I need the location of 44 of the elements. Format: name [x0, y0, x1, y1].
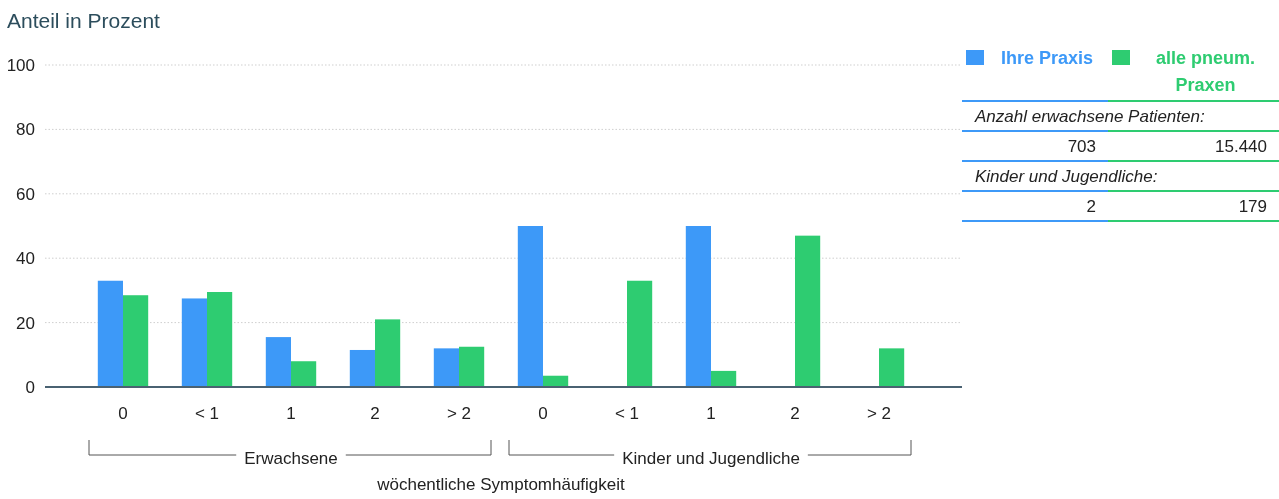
legend-label: alle pneum. Praxen — [1155, 48, 1256, 95]
bar — [265, 337, 291, 387]
x-tick-label: 1 — [286, 404, 296, 423]
x-tick-label: 2 — [790, 404, 800, 423]
x-tick-label: 1 — [706, 404, 716, 423]
text: 703 — [1067, 136, 1096, 156]
x-tick-label: 0 — [118, 404, 128, 423]
text: Erwachsene — [244, 448, 338, 468]
y-tick-label: 40 — [16, 249, 35, 269]
bar — [433, 348, 459, 387]
y-tick-label: 60 — [16, 184, 35, 204]
x-tick-label: 2 — [370, 404, 380, 423]
text: Kinder und Jugendliche — [622, 448, 800, 468]
text: Kinder und Jugendliche: — [975, 166, 1158, 186]
bar — [459, 346, 485, 387]
bar — [207, 292, 233, 387]
bar — [627, 280, 653, 387]
bar — [795, 235, 821, 387]
bar — [291, 361, 317, 387]
bar — [181, 298, 207, 387]
text: 2 — [1086, 196, 1096, 216]
y-tick-label: 100 — [6, 55, 35, 75]
bar — [349, 349, 375, 387]
bar — [711, 370, 737, 387]
y-axis-title: Anteil in Prozent — [7, 9, 161, 32]
bar — [879, 348, 905, 387]
x-tick-label: < 1 — [614, 404, 640, 423]
legend-label: Ihre Praxis — [1000, 48, 1094, 68]
x-tick-label: < 1 — [194, 404, 220, 423]
bar — [123, 295, 149, 387]
text: 179 — [1238, 196, 1267, 216]
y-tick-label: 80 — [16, 120, 35, 140]
bar — [375, 319, 401, 387]
y-tick-label: 0 — [25, 377, 35, 397]
text: Anzahl erwachsene Patienten: — [974, 106, 1205, 126]
text: 15.440 — [1215, 136, 1267, 156]
bar — [517, 226, 543, 387]
y-tick-label: 20 — [16, 313, 35, 333]
bar — [97, 280, 123, 387]
x-tick-label: > 2 — [866, 404, 892, 423]
x-axis-title: wöchentliche Symptomhäufigkeit — [376, 474, 626, 494]
x-tick-label: 0 — [538, 404, 548, 423]
bar — [685, 226, 711, 387]
x-tick-label: > 2 — [446, 404, 472, 423]
